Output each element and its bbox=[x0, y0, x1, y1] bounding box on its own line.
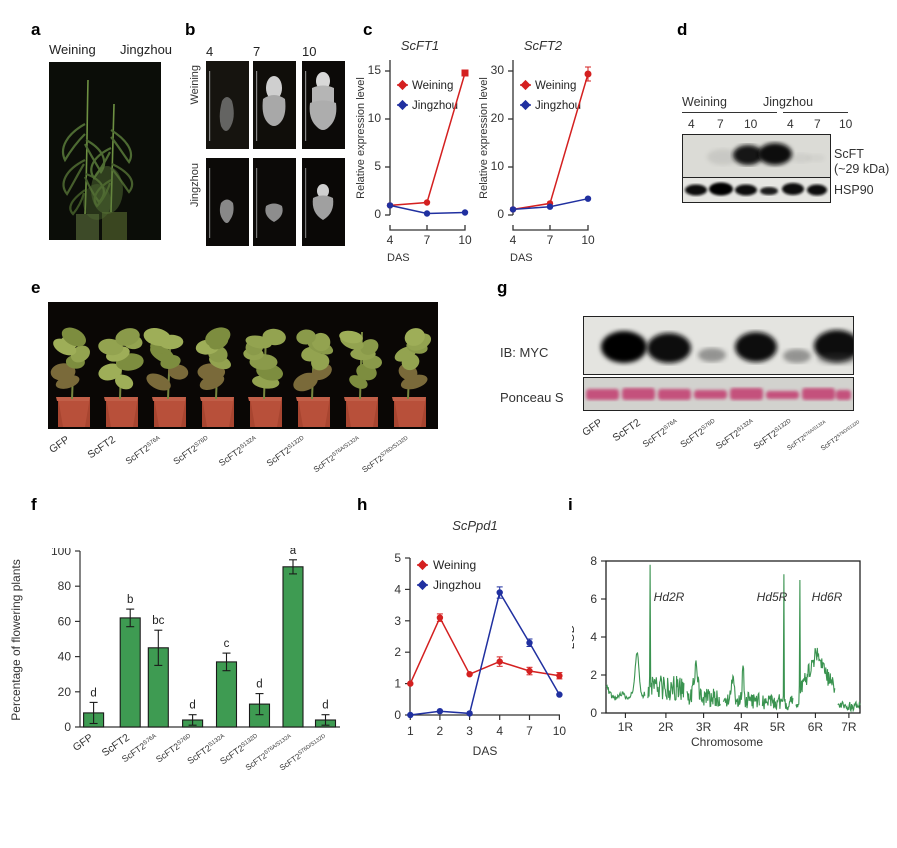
svg-text:ScFT2S76D/S132D: ScFT2S76D/S132D bbox=[360, 435, 411, 474]
svg-text:1R: 1R bbox=[618, 720, 634, 734]
svg-text:c: c bbox=[224, 638, 230, 650]
svg-text:80: 80 bbox=[58, 579, 72, 593]
svg-text:Relative expression level: Relative expression level bbox=[355, 77, 367, 199]
svg-text:ScFT2: ScFT2 bbox=[611, 417, 643, 445]
svg-text:10: 10 bbox=[368, 111, 382, 125]
svg-text:bc: bc bbox=[152, 615, 164, 627]
svg-text:d: d bbox=[189, 700, 195, 712]
svg-text:10: 10 bbox=[491, 159, 505, 173]
svg-text:ScFT2S132A: ScFT2S132A bbox=[714, 417, 756, 451]
svg-text:ScFT2: ScFT2 bbox=[524, 38, 563, 53]
svg-text:Jingzhou: Jingzhou bbox=[433, 578, 481, 592]
svg-text:8: 8 bbox=[590, 556, 597, 568]
svg-text:4: 4 bbox=[590, 630, 597, 644]
svg-text:4: 4 bbox=[496, 724, 503, 738]
svg-text:Hd2R: Hd2R bbox=[654, 590, 685, 604]
svg-text:7R: 7R bbox=[841, 720, 857, 734]
svg-text:15: 15 bbox=[368, 63, 382, 77]
svg-text:Weining: Weining bbox=[535, 80, 576, 92]
svg-text:Relative expression level: Relative expression level bbox=[478, 77, 490, 199]
svg-text:0: 0 bbox=[394, 708, 401, 722]
svg-text:2: 2 bbox=[394, 645, 401, 659]
svg-text:6: 6 bbox=[590, 592, 597, 606]
svg-text:a: a bbox=[290, 548, 297, 557]
svg-text:DAS: DAS bbox=[473, 744, 498, 758]
svg-text:10: 10 bbox=[553, 724, 567, 738]
svg-text:4: 4 bbox=[387, 233, 394, 247]
svg-text:ScFT2S132D: ScFT2S132D bbox=[265, 434, 308, 468]
svg-text:ScFT2S76A/S132A: ScFT2S76A/S132A bbox=[312, 435, 363, 474]
svg-text:1: 1 bbox=[407, 724, 414, 738]
svg-text:GFP: GFP bbox=[48, 434, 72, 456]
svg-text:2: 2 bbox=[437, 724, 444, 738]
svg-text:ScFT1: ScFT1 bbox=[401, 38, 439, 53]
svg-text:Hd5R: Hd5R bbox=[757, 590, 788, 604]
svg-text:60: 60 bbox=[58, 614, 72, 628]
svg-text:20: 20 bbox=[491, 111, 505, 125]
svg-text:100: 100 bbox=[51, 548, 71, 558]
svg-text:GFP: GFP bbox=[583, 417, 605, 439]
svg-text:30: 30 bbox=[491, 63, 505, 77]
svg-text:40: 40 bbox=[58, 650, 72, 664]
svg-text:ScFT2S76A: ScFT2S76A bbox=[641, 417, 680, 449]
svg-text:3: 3 bbox=[466, 724, 473, 738]
svg-text:Jingzhou: Jingzhou bbox=[535, 100, 581, 112]
svg-text:0: 0 bbox=[497, 207, 504, 221]
svg-text:6R: 6R bbox=[808, 720, 824, 734]
svg-text:5: 5 bbox=[394, 551, 401, 565]
svg-text:10: 10 bbox=[581, 233, 595, 247]
svg-text:4: 4 bbox=[394, 582, 401, 596]
svg-text:4R: 4R bbox=[734, 720, 750, 734]
svg-text:3: 3 bbox=[394, 614, 401, 628]
svg-text:Hd6R: Hd6R bbox=[812, 590, 843, 604]
svg-text:7: 7 bbox=[547, 233, 554, 247]
svg-text:b: b bbox=[127, 594, 133, 606]
svg-text:Weining: Weining bbox=[433, 558, 476, 572]
svg-text:0: 0 bbox=[374, 207, 381, 221]
svg-text:5R: 5R bbox=[770, 720, 786, 734]
svg-text:2: 2 bbox=[590, 668, 597, 682]
svg-text:ScFT2S132A: ScFT2S132A bbox=[217, 434, 259, 468]
svg-text:d: d bbox=[90, 687, 96, 699]
svg-text:ScFT2S76D/S132D: ScFT2S76D/S132D bbox=[819, 418, 863, 452]
svg-text:Weining: Weining bbox=[412, 80, 453, 92]
svg-text:Chromosome: Chromosome bbox=[691, 735, 763, 749]
svg-text:GFP: GFP bbox=[71, 732, 96, 754]
svg-text:20: 20 bbox=[58, 685, 72, 699]
svg-text:d: d bbox=[256, 679, 262, 691]
svg-text:3R: 3R bbox=[696, 720, 712, 734]
svg-text:5: 5 bbox=[374, 159, 381, 173]
svg-text:2R: 2R bbox=[658, 720, 674, 734]
svg-text:Jingzhou: Jingzhou bbox=[412, 100, 458, 112]
svg-text:ScFT2: ScFT2 bbox=[86, 434, 118, 462]
svg-text:ScFT2S76D: ScFT2S76D bbox=[171, 434, 211, 466]
svg-text:ScPpd1: ScPpd1 bbox=[452, 518, 498, 533]
svg-text:LOD: LOD bbox=[572, 624, 577, 649]
svg-text:7: 7 bbox=[424, 233, 431, 247]
svg-text:7: 7 bbox=[526, 724, 533, 738]
svg-text:ScFT2S76D: ScFT2S76D bbox=[678, 417, 718, 449]
svg-text:Percentage of flowering plants: Percentage of flowering plants bbox=[9, 559, 23, 720]
svg-text:ScFT2S76A: ScFT2S76A bbox=[124, 434, 163, 466]
svg-text:0: 0 bbox=[590, 706, 597, 720]
svg-text:10: 10 bbox=[458, 233, 472, 247]
svg-text:4: 4 bbox=[510, 233, 517, 247]
svg-text:d: d bbox=[322, 700, 328, 712]
svg-text:1: 1 bbox=[394, 677, 401, 691]
